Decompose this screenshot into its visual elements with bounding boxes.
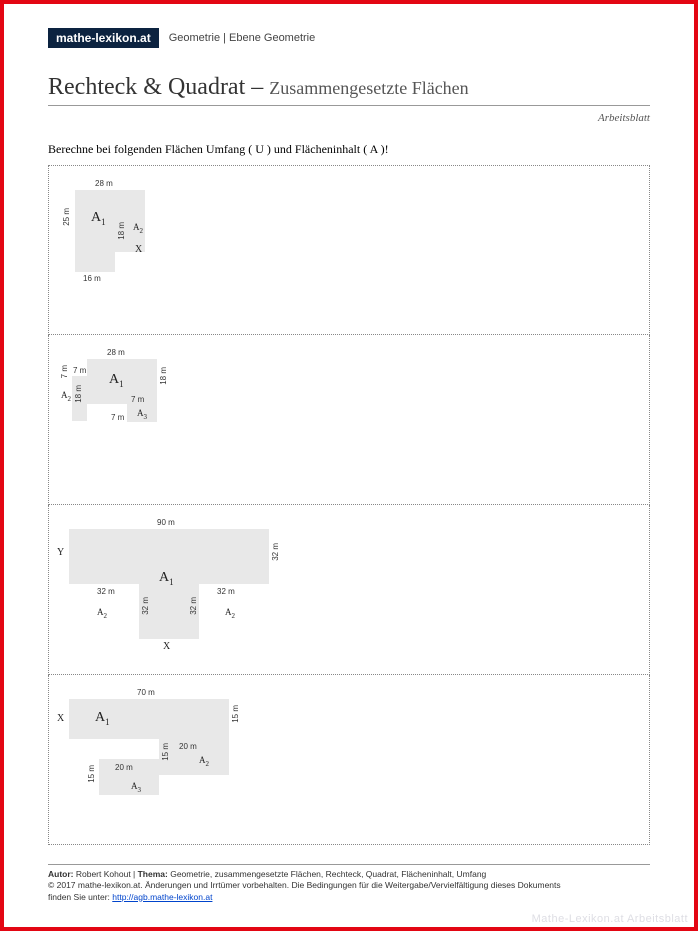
footer-line3: finden Sie unter: http://agb.mathe-lexik…	[48, 892, 650, 903]
footer-link[interactable]: http://agb.mathe-lexikon.at	[112, 892, 212, 902]
problem-panel-4: 70 m 15 m 20 m 15 m 15 m 20 m A1 A2 A3 X	[48, 675, 650, 845]
footer-line2: © 2017 mathe-lexikon.at. Änderungen und …	[48, 880, 650, 891]
dim-7b: 7 m	[131, 395, 144, 404]
title-row: Rechteck & Quadrat – Zusammengesetzte Fl…	[48, 74, 650, 106]
area-a2: A2	[133, 222, 143, 235]
dim-mid-left-w: 32 m	[97, 587, 115, 596]
dim-mid-right-w: 32 m	[217, 587, 235, 596]
point-y: Y	[57, 547, 64, 558]
area-a2: A2	[61, 390, 71, 403]
panel-container: 28 m 25 m 18 m 16 m A1 A2 X 28 m 7 m 7 m…	[48, 165, 650, 845]
area-a2r: A2	[225, 607, 235, 620]
dim-top: 28 m	[95, 179, 113, 188]
point-x: X	[135, 244, 142, 255]
theme-label: Thema:	[138, 869, 168, 879]
dim-7a: 7 m	[73, 366, 86, 375]
dim-top: 70 m	[137, 688, 155, 697]
site-logo: mathe-lexikon.at	[48, 28, 159, 48]
shape-3: 90 m 32 m 32 m 32 m 32 m 32 m A1 A2 A2 Y…	[57, 515, 307, 675]
dim-right-h: 15 m	[231, 705, 240, 723]
dim-right-h: 32 m	[271, 543, 280, 561]
dim-mid-h-a: 32 m	[141, 597, 150, 615]
area-a1: A1	[159, 570, 174, 587]
footer-line1: Autor: Robert Kohout | Thema: Geometrie,…	[48, 869, 650, 880]
problem-panel-2: 28 m 7 m 7 m 18 m 18 m 7 m 7 m A1 A2 A3	[48, 335, 650, 505]
dim-mid-w: 20 m	[179, 742, 197, 751]
area-a2l: A2	[97, 607, 107, 620]
shape-2: 28 m 7 m 7 m 18 m 18 m 7 m 7 m A1 A2 A3	[57, 345, 217, 495]
area-a3: A3	[137, 408, 147, 421]
area-a1: A1	[109, 372, 124, 389]
author-name: Robert Kohout |	[74, 869, 138, 879]
point-x: X	[163, 641, 170, 652]
area-a2: A2	[199, 755, 209, 768]
problem-panel-1: 28 m 25 m 18 m 16 m A1 A2 X	[48, 165, 650, 335]
footer: Autor: Robert Kohout | Thema: Geometrie,…	[48, 864, 650, 903]
area-a3: A3	[131, 781, 141, 794]
dim-bot-left-h: 15 m	[87, 765, 96, 783]
author-label: Autor:	[48, 869, 74, 879]
dim-top: 90 m	[157, 518, 175, 527]
shape-4: 70 m 15 m 20 m 15 m 15 m 20 m A1 A2 A3 X	[57, 685, 287, 845]
watermark: Mathe-Lexikon.at Arbeitsblatt	[532, 913, 688, 925]
worksheet-label: Arbeitsblatt	[48, 112, 650, 124]
dim-7d: 7 m	[111, 413, 124, 422]
problem-panel-3: 90 m 32 m 32 m 32 m 32 m 32 m A1 A2 A2 Y…	[48, 505, 650, 675]
page-title-main: Rechteck & Quadrat –	[48, 74, 269, 100]
dim-mid-h-b: 32 m	[189, 597, 198, 615]
dim-inner-h: 18 m	[117, 222, 126, 240]
area-a1: A1	[95, 710, 110, 727]
breadcrumb: Geometrie | Ebene Geometrie	[169, 32, 316, 44]
instruction-text: Berechne bei folgenden Flächen Umfang ( …	[48, 142, 650, 157]
point-x: X	[57, 713, 64, 724]
dim-left: 25 m	[62, 208, 71, 226]
page: mathe-lexikon.at Geometrie | Ebene Geome…	[48, 28, 650, 903]
dim-bot-w: 20 m	[115, 763, 133, 772]
shape-1: 28 m 25 m 18 m 16 m A1 A2 X	[57, 176, 197, 326]
dim-bottom: 16 m	[83, 274, 101, 283]
header: mathe-lexikon.at Geometrie | Ebene Geome…	[48, 28, 650, 48]
dim-mid-h: 15 m	[161, 743, 170, 761]
theme-text: Geometrie, zusammengesetzte Flächen, Rec…	[168, 869, 486, 879]
area-a1: A1	[91, 210, 106, 227]
footer-prefix: finden Sie unter:	[48, 892, 112, 902]
dim-7c: 7 m	[60, 365, 69, 378]
dim-top: 28 m	[107, 348, 125, 357]
dim-right-h: 18 m	[159, 367, 168, 385]
dim-left-mid: 18 m	[74, 385, 83, 403]
page-title-sub: Zusammengesetzte Flächen	[269, 78, 468, 98]
